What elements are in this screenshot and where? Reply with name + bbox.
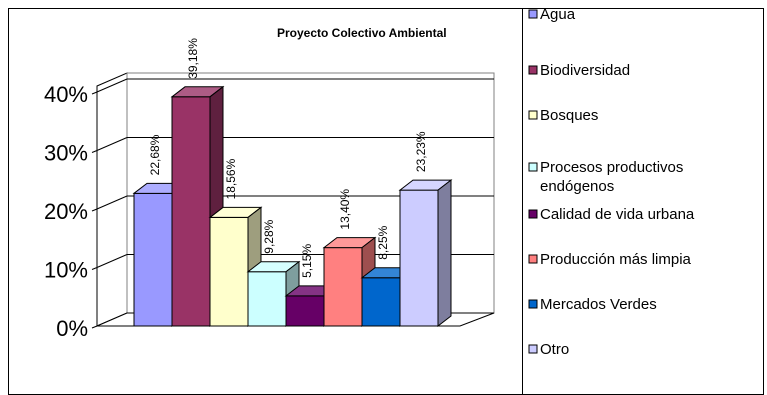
legend-swatch xyxy=(528,65,538,75)
bar-group xyxy=(132,85,453,328)
legend-label: Otro xyxy=(540,341,569,358)
y-tick-mark xyxy=(91,267,98,270)
chart-title: Proyecto Colectivo Ambiental xyxy=(277,26,447,40)
gridline-side xyxy=(96,254,128,268)
bar-front xyxy=(247,271,287,327)
data-label: 23,23% xyxy=(414,131,428,172)
data-label: 39,18% xyxy=(186,38,200,79)
legend-item: Otro xyxy=(528,341,569,358)
bar-front xyxy=(361,277,401,327)
legend-label: Mercados Verdes xyxy=(540,296,657,313)
bar-front xyxy=(133,192,173,327)
legend-label: Biodiversidad xyxy=(540,62,630,79)
legend-swatch xyxy=(528,209,538,219)
bar-front xyxy=(209,216,249,327)
gridline-side xyxy=(96,78,128,93)
y-tick-mark xyxy=(91,208,98,212)
legend-swatch xyxy=(528,162,538,172)
legend-swatch xyxy=(528,344,538,354)
legend-item: Procesos productivos endógenos xyxy=(528,159,683,195)
side-wall xyxy=(96,72,128,327)
bar xyxy=(398,179,453,328)
legend-label: Calidad de vida urbana xyxy=(540,206,695,223)
y-tick-label: 0% xyxy=(56,316,88,341)
legend-swatch xyxy=(528,254,538,264)
data-label-group: 22,68% 39,18% 18,56% 9,28% 5,15% 13,40% 8,25% 2… xyxy=(148,38,428,278)
legend-item: Mercados Verdes xyxy=(528,296,657,313)
gridline-side xyxy=(96,195,128,210)
legend-item: Biodiversidad xyxy=(528,62,630,79)
legend-label: Procesos productivos xyxy=(540,159,683,176)
legend-item: Calidad de vida urbana xyxy=(528,206,695,223)
data-label: 9,28% xyxy=(262,219,276,253)
bar-front xyxy=(323,247,363,327)
y-tick-mark xyxy=(91,91,98,95)
data-label: 18,56% xyxy=(224,158,238,199)
data-label: 22,68% xyxy=(148,134,162,175)
legend-item: Bosques xyxy=(528,107,598,124)
legend-label-line2: endógenos xyxy=(540,178,614,195)
y-tick-label: 40% xyxy=(44,82,88,107)
data-label: 13,40% xyxy=(338,189,352,230)
y-tick-label: 20% xyxy=(44,199,88,224)
legend-frame xyxy=(522,8,764,395)
legend-label: Producción más limpia xyxy=(540,251,692,268)
legend-swatch xyxy=(528,299,538,309)
bar-front xyxy=(399,189,439,327)
y-tick-label: 30% xyxy=(44,141,88,166)
legend-swatch xyxy=(528,9,538,19)
bar xyxy=(246,260,301,328)
y-tick-mark xyxy=(91,150,98,153)
legend-label: Bosques xyxy=(540,107,598,124)
legend: Agua Biodiversidad Bosques Procesos product… xyxy=(528,6,695,358)
legend-item: Producción más limpia xyxy=(528,251,692,268)
bar-front xyxy=(285,295,325,327)
data-label: 8,25% xyxy=(376,225,390,259)
legend-label: Agua xyxy=(540,6,576,23)
data-label: 5,15% xyxy=(300,244,314,278)
y-tick-mark xyxy=(91,325,98,329)
bar-side xyxy=(437,179,452,328)
legend-swatch xyxy=(528,110,538,120)
bar-front xyxy=(171,96,211,327)
legend-item: Agua xyxy=(528,6,576,23)
y-tick-label: 10% xyxy=(44,258,88,283)
y-axis-ticks: 0% 10% 20% 30% 40% xyxy=(44,82,98,341)
gridline-side xyxy=(96,137,128,151)
